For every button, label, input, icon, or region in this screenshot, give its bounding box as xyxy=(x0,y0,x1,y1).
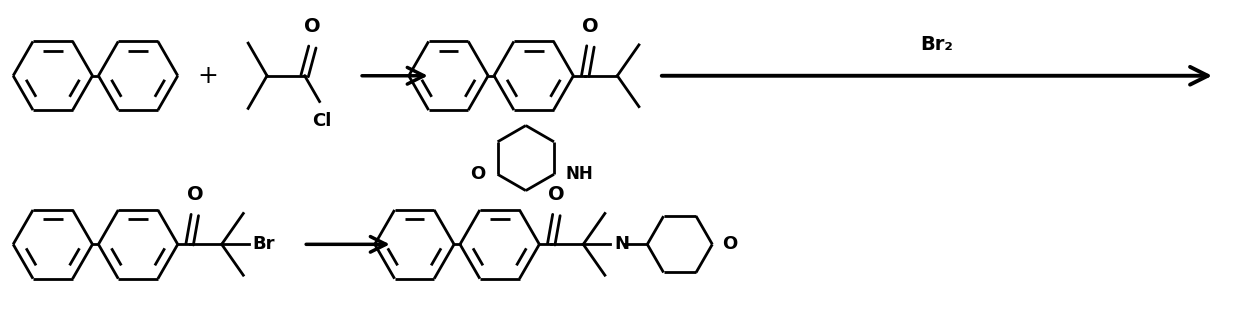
Text: NH: NH xyxy=(565,165,594,183)
Text: Cl: Cl xyxy=(311,113,331,130)
Text: O: O xyxy=(582,16,599,36)
Text: O: O xyxy=(470,165,486,183)
Text: Br: Br xyxy=(253,235,275,253)
Text: +: + xyxy=(197,64,218,88)
Text: Br₂: Br₂ xyxy=(920,35,954,54)
Text: N: N xyxy=(614,235,630,253)
Text: O: O xyxy=(186,185,203,204)
Text: O: O xyxy=(304,17,321,36)
Text: O: O xyxy=(722,235,738,253)
Text: O: O xyxy=(548,185,564,204)
